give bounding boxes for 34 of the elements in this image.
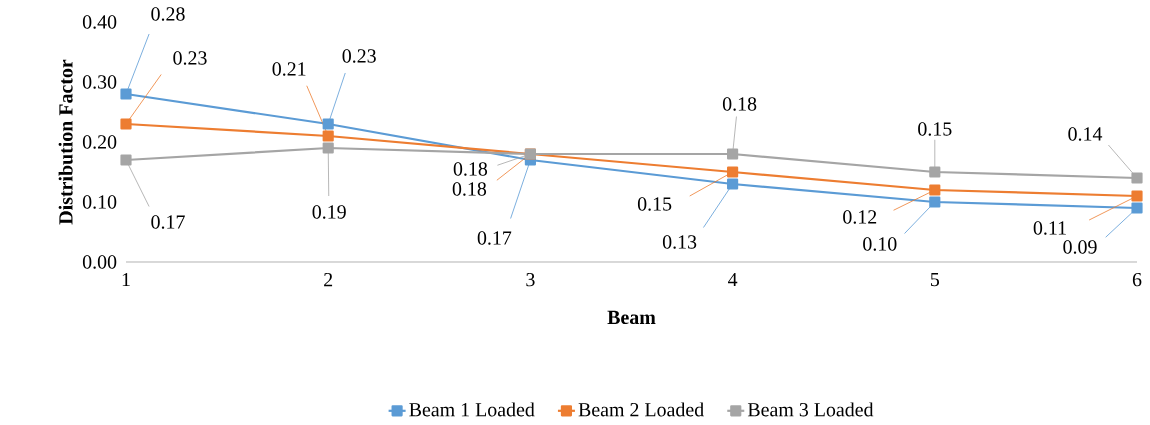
data-label: 0.23: [173, 51, 207, 65]
x-tick-label: 6: [1132, 272, 1142, 287]
data-label: 0.19: [312, 205, 346, 219]
data-label: 0.17: [151, 215, 185, 229]
y-tick-label: 0.20: [82, 135, 117, 149]
data-label: 0.12: [843, 210, 877, 224]
legend-label: Beam 1 Loaded: [409, 402, 535, 417]
legend-label: Beam 3 Loaded: [747, 402, 874, 417]
data-label: 0.18: [452, 182, 487, 196]
y-tick-label: 0.40: [82, 15, 117, 29]
y-tick-label: 0.10: [82, 195, 117, 209]
x-tick-label: 3: [526, 272, 535, 287]
y-tick-label: 0.00: [82, 255, 117, 269]
data-label: 0.15: [918, 122, 952, 136]
data-label: 0.18: [722, 97, 757, 111]
x-tick-label: 2: [324, 272, 333, 287]
data-label: 0.28: [151, 7, 185, 21]
data-label: 0.14: [1068, 127, 1103, 141]
data-label: 0.18: [453, 162, 488, 176]
data-label: 0.11: [1033, 221, 1066, 235]
data-label: 0.09: [1063, 240, 1097, 254]
data-label: 0.15: [637, 197, 672, 211]
y-axis-title: Distribution Factor: [58, 59, 73, 225]
data-label: 0.21: [272, 62, 306, 76]
x-axis-title: Beam: [607, 310, 656, 325]
data-label: 0.17: [477, 231, 512, 245]
x-tick-label: 5: [930, 272, 940, 287]
data-label: 0.13: [662, 235, 697, 249]
y-tick-label: 0.30: [82, 75, 117, 89]
x-tick-label: 4: [728, 272, 738, 287]
x-tick-label: 1: [122, 272, 130, 287]
data-label: 0.23: [342, 49, 376, 63]
data-label: 0.10: [863, 237, 897, 251]
legend-label: Beam 2 Loaded: [578, 402, 704, 417]
